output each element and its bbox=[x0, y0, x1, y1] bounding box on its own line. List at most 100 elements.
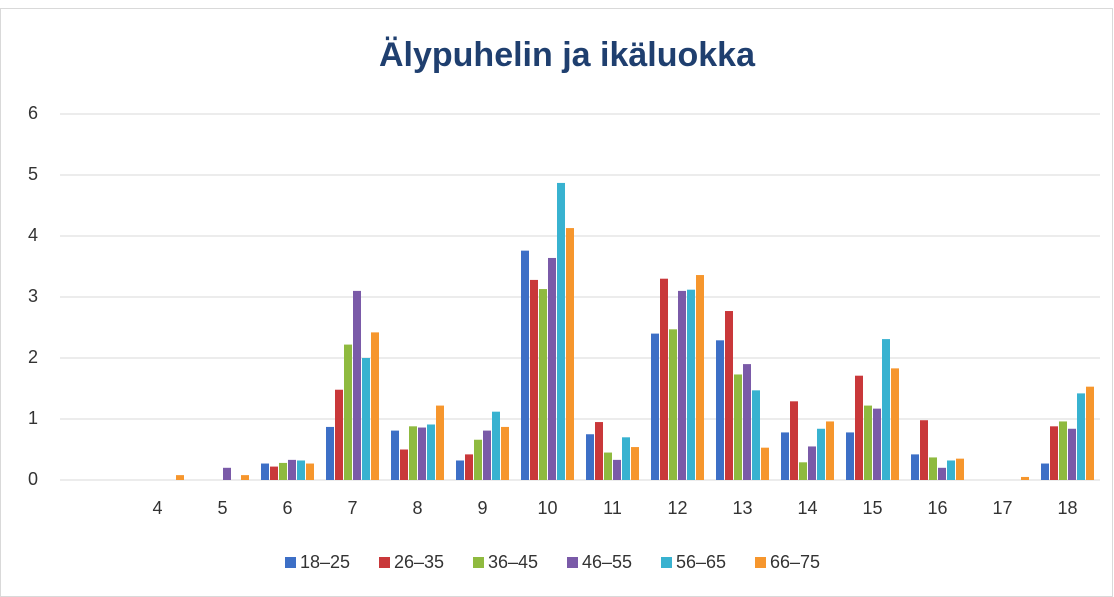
bar bbox=[687, 289, 695, 480]
x-tick-label: 6 bbox=[282, 498, 292, 518]
bar bbox=[1086, 386, 1094, 480]
bar bbox=[176, 475, 184, 480]
y-tick-label: 0 bbox=[28, 469, 38, 489]
bar bbox=[891, 368, 899, 480]
legend-swatch bbox=[755, 557, 766, 568]
bar bbox=[279, 462, 287, 480]
bar bbox=[530, 279, 538, 480]
bar bbox=[882, 339, 890, 480]
x-tick-label: 18 bbox=[1057, 498, 1077, 518]
bar bbox=[678, 290, 686, 480]
bar bbox=[400, 449, 408, 480]
bar bbox=[344, 344, 352, 480]
bar bbox=[920, 420, 928, 480]
bar bbox=[790, 401, 798, 480]
bar bbox=[223, 467, 231, 480]
bar bbox=[557, 182, 565, 480]
bar bbox=[752, 390, 760, 480]
bar bbox=[864, 405, 872, 480]
bar bbox=[492, 411, 500, 480]
bar bbox=[1059, 421, 1067, 480]
bar bbox=[716, 340, 724, 480]
bar bbox=[391, 430, 399, 480]
x-tick-label: 14 bbox=[797, 498, 817, 518]
bar bbox=[1050, 426, 1058, 480]
legend-label: 36–45 bbox=[488, 552, 538, 572]
bar bbox=[826, 421, 834, 480]
bar bbox=[326, 426, 334, 480]
bar bbox=[418, 427, 426, 480]
bar bbox=[353, 290, 361, 480]
bar bbox=[725, 311, 733, 480]
x-tick-label: 7 bbox=[347, 498, 357, 518]
x-tick-label: 9 bbox=[477, 498, 487, 518]
bar bbox=[929, 457, 937, 480]
bar bbox=[631, 447, 639, 480]
bar bbox=[521, 250, 529, 480]
legend-label: 18–25 bbox=[300, 552, 350, 572]
bar bbox=[743, 364, 751, 480]
bar bbox=[1077, 393, 1085, 480]
bar bbox=[501, 426, 509, 480]
bar bbox=[622, 437, 630, 480]
legend-label: 26–35 bbox=[394, 552, 444, 572]
bar bbox=[362, 358, 370, 480]
x-tick-label: 13 bbox=[732, 498, 752, 518]
chart-title: Älypuhelin ja ikäluokka bbox=[379, 36, 756, 74]
bar bbox=[855, 375, 863, 480]
bar bbox=[651, 333, 659, 480]
bar bbox=[613, 459, 621, 480]
bar bbox=[261, 463, 269, 480]
bar bbox=[781, 432, 789, 480]
bar bbox=[270, 466, 278, 480]
legend-label: 56–65 bbox=[676, 552, 726, 572]
bar bbox=[335, 389, 343, 480]
bar bbox=[696, 275, 704, 480]
bar bbox=[1068, 428, 1076, 480]
x-tick-label: 5 bbox=[217, 498, 227, 518]
x-tick-label: 17 bbox=[992, 498, 1012, 518]
bar bbox=[846, 432, 854, 480]
bar bbox=[474, 439, 482, 480]
bar bbox=[427, 424, 435, 480]
bar bbox=[1041, 463, 1049, 480]
legend-label: 66–75 bbox=[770, 552, 820, 572]
y-tick-label: 3 bbox=[28, 286, 38, 306]
y-tick-label: 2 bbox=[28, 347, 38, 367]
x-tick-label: 16 bbox=[927, 498, 947, 518]
bar bbox=[586, 434, 594, 480]
bar bbox=[241, 475, 249, 480]
legend-swatch bbox=[285, 557, 296, 568]
y-tick-label: 6 bbox=[28, 103, 38, 123]
bar bbox=[456, 460, 464, 480]
bar bbox=[1021, 476, 1029, 480]
legend-swatch bbox=[379, 557, 390, 568]
x-tick-label: 4 bbox=[152, 498, 162, 518]
bar bbox=[483, 430, 491, 480]
bar bbox=[817, 428, 825, 480]
legend-label: 46–55 bbox=[582, 552, 632, 572]
legend-swatch bbox=[473, 557, 484, 568]
bar bbox=[604, 452, 612, 480]
bar bbox=[297, 460, 305, 480]
bar bbox=[938, 467, 946, 480]
x-tick-label: 8 bbox=[412, 498, 422, 518]
bar bbox=[911, 454, 919, 480]
bar bbox=[956, 458, 964, 480]
bar bbox=[734, 374, 742, 480]
bar bbox=[288, 459, 296, 480]
bar bbox=[660, 278, 668, 480]
bar bbox=[873, 408, 881, 480]
x-tick-label: 11 bbox=[603, 498, 622, 518]
bar bbox=[436, 405, 444, 480]
x-tick-label: 12 bbox=[667, 498, 687, 518]
bar bbox=[761, 447, 769, 480]
y-tick-label: 1 bbox=[28, 408, 38, 428]
bar bbox=[306, 463, 314, 480]
bar bbox=[539, 289, 547, 480]
legend-swatch bbox=[567, 557, 578, 568]
bar bbox=[371, 332, 379, 480]
chart-frame bbox=[0, 8, 1113, 597]
bar bbox=[669, 329, 677, 480]
